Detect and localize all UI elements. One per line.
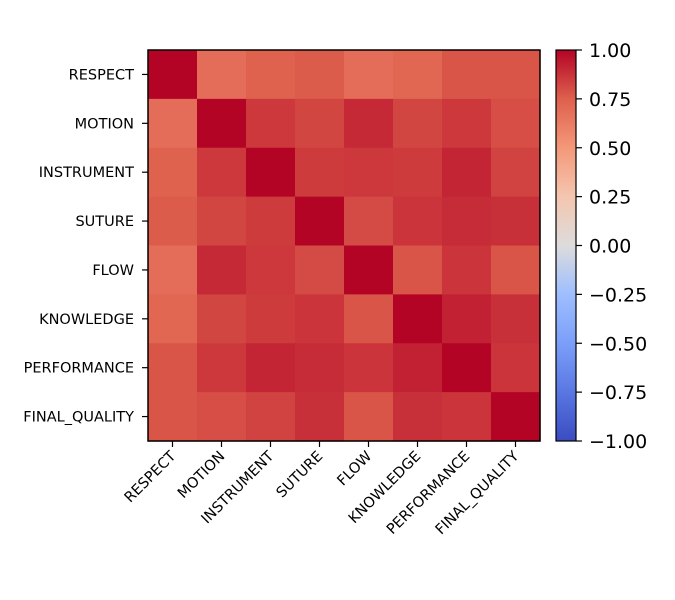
- heatmap-cell-0-6: [442, 50, 492, 100]
- heatmap-cell-4-1: [197, 245, 247, 295]
- heatmap-cell-1-5: [393, 98, 443, 149]
- heatmap-cell-7-1: [197, 392, 247, 442]
- heatmap-cell-5-3: [295, 294, 345, 344]
- heatmap-cell-0-2: [246, 50, 296, 100]
- colorbar-tick-label: 0.00: [589, 236, 631, 258]
- heatmap-cell-7-2: [246, 392, 296, 442]
- heatmap-cell-7-0: [148, 392, 198, 442]
- heatmap-cell-3-2: [246, 196, 296, 247]
- heatmap-cell-4-0: [148, 245, 198, 295]
- heatmap-cell-6-7: [491, 343, 541, 393]
- heatmap-cell-6-3: [295, 343, 345, 393]
- heatmap-cell-1-1: [197, 98, 247, 149]
- y-tick-label: MOTION: [75, 116, 134, 132]
- heatmap-cell-7-3: [295, 392, 345, 442]
- colorbar-tick-label: −1.00: [589, 431, 647, 453]
- heatmap-cell-0-3: [295, 50, 345, 100]
- y-tick-label: FINAL_QUALITY: [23, 410, 134, 426]
- heatmap-cell-3-6: [442, 196, 492, 247]
- heatmap-cell-5-6: [442, 294, 492, 344]
- heatmap-cell-4-7: [491, 245, 541, 295]
- heatmap-cell-4-2: [246, 245, 296, 295]
- heatmap-cell-4-4: [344, 245, 394, 295]
- heatmap-cell-3-4: [344, 196, 394, 247]
- x-tick-label: PERFORMANCE: [384, 449, 473, 538]
- heatmap-cell-2-3: [295, 147, 345, 198]
- heatmap-cell-7-4: [344, 392, 394, 442]
- heatmap-cell-6-5: [393, 343, 443, 393]
- colorbar-tick-label: 0.75: [589, 89, 631, 111]
- heatmap-cell-7-6: [442, 392, 492, 442]
- colorbar: 1.00 0.75 0.50 0.25 0.00 −0.25 −0.50 −0.75 −1.00: [555, 40, 647, 453]
- heatmap-cell-7-5: [393, 392, 443, 442]
- x-tick-label: SUTURE: [274, 449, 327, 502]
- y-tick-label: SUTURE: [75, 214, 134, 230]
- colorbar-tick-label: −0.50: [589, 333, 647, 355]
- heatmap-cell-0-0: [148, 50, 198, 100]
- heatmap-cell-5-5: [393, 294, 443, 344]
- colorbar-tick-label: 0.25: [589, 187, 631, 209]
- heatmap-cell-4-3: [295, 245, 345, 295]
- heatmap-cell-6-6: [442, 343, 492, 393]
- plot-frame: [147, 49, 541, 442]
- heatmap-cell-2-6: [442, 147, 492, 198]
- y-tick-label: RESPECT: [69, 67, 134, 83]
- heatmap-cell-1-7: [491, 98, 541, 149]
- y-tick-label: INSTRUMENT: [39, 165, 134, 181]
- x-tick-label: FLOW: [335, 449, 376, 490]
- heatmap-cell-5-2: [246, 294, 296, 344]
- heatmap-cell-2-0: [148, 147, 198, 198]
- heatmap-cell-0-5: [393, 50, 443, 100]
- heatmap-cell-0-4: [344, 50, 394, 100]
- heatmap-cell-4-5: [393, 245, 443, 295]
- y-tick-label: KNOWLEDGE: [39, 312, 134, 328]
- heatmap-cell-6-4: [344, 343, 394, 393]
- heatmap-cell-0-1: [197, 50, 247, 100]
- y-axis: RESPECT MOTION INSTRUMENT SUTURE FLOW KNOWLED…: [23, 67, 148, 426]
- heatmap-cell-5-4: [344, 294, 394, 344]
- heatmap-cell-1-6: [442, 98, 492, 149]
- heatmap-cell-6-2: [246, 343, 296, 393]
- x-tick-label: RESPECT: [122, 448, 180, 506]
- colorbar-tick-label: 0.50: [589, 138, 631, 160]
- y-tick-label: PERFORMANCE: [24, 361, 134, 377]
- heatmap-cell-0-7: [491, 50, 541, 100]
- x-tick-label: FINAL_QUALITY: [433, 448, 523, 538]
- heatmap-cell-3-0: [148, 196, 198, 247]
- heatmap-cell-6-0: [148, 343, 198, 393]
- heatmap-cell-3-3: [295, 196, 345, 247]
- heatmap-cell-1-0: [148, 98, 198, 149]
- colorbar-tick-label: −0.25: [589, 284, 647, 306]
- y-tick-label: FLOW: [92, 263, 134, 279]
- heatmap-cell-6-1: [197, 343, 247, 393]
- heatmap-cell-5-1: [197, 294, 247, 344]
- heatmap-cells: [148, 50, 541, 442]
- colorbar-tick-label: 1.00: [589, 40, 631, 62]
- heatmap-cell-7-7: [491, 392, 541, 442]
- heatmap-cell-1-4: [344, 98, 394, 149]
- heatmap-cell-3-1: [197, 196, 247, 247]
- heatmap-cell-2-2: [246, 147, 296, 198]
- heatmap-cell-2-4: [344, 147, 394, 198]
- heatmap-cell-2-7: [491, 147, 541, 198]
- heatmap-cell-1-3: [295, 98, 345, 149]
- heatmap-cell-4-6: [442, 245, 492, 295]
- colorbar-ticks: 1.00 0.75 0.50 0.25 0.00 −0.25 −0.50 −0.75 −1.00: [576, 40, 647, 453]
- colorbar-tick-label: −0.75: [589, 382, 647, 404]
- heatmap-cell-5-0: [148, 294, 198, 344]
- heatmap-cell-2-5: [393, 147, 443, 198]
- heatmap-cell-2-1: [197, 147, 247, 198]
- heatmap-cell-3-5: [393, 196, 443, 247]
- heatmap-cell-3-7: [491, 196, 541, 247]
- colorbar-gradient: [555, 49, 577, 442]
- heatmap-cell-1-2: [246, 98, 296, 149]
- heatmap-cell-5-7: [491, 294, 541, 344]
